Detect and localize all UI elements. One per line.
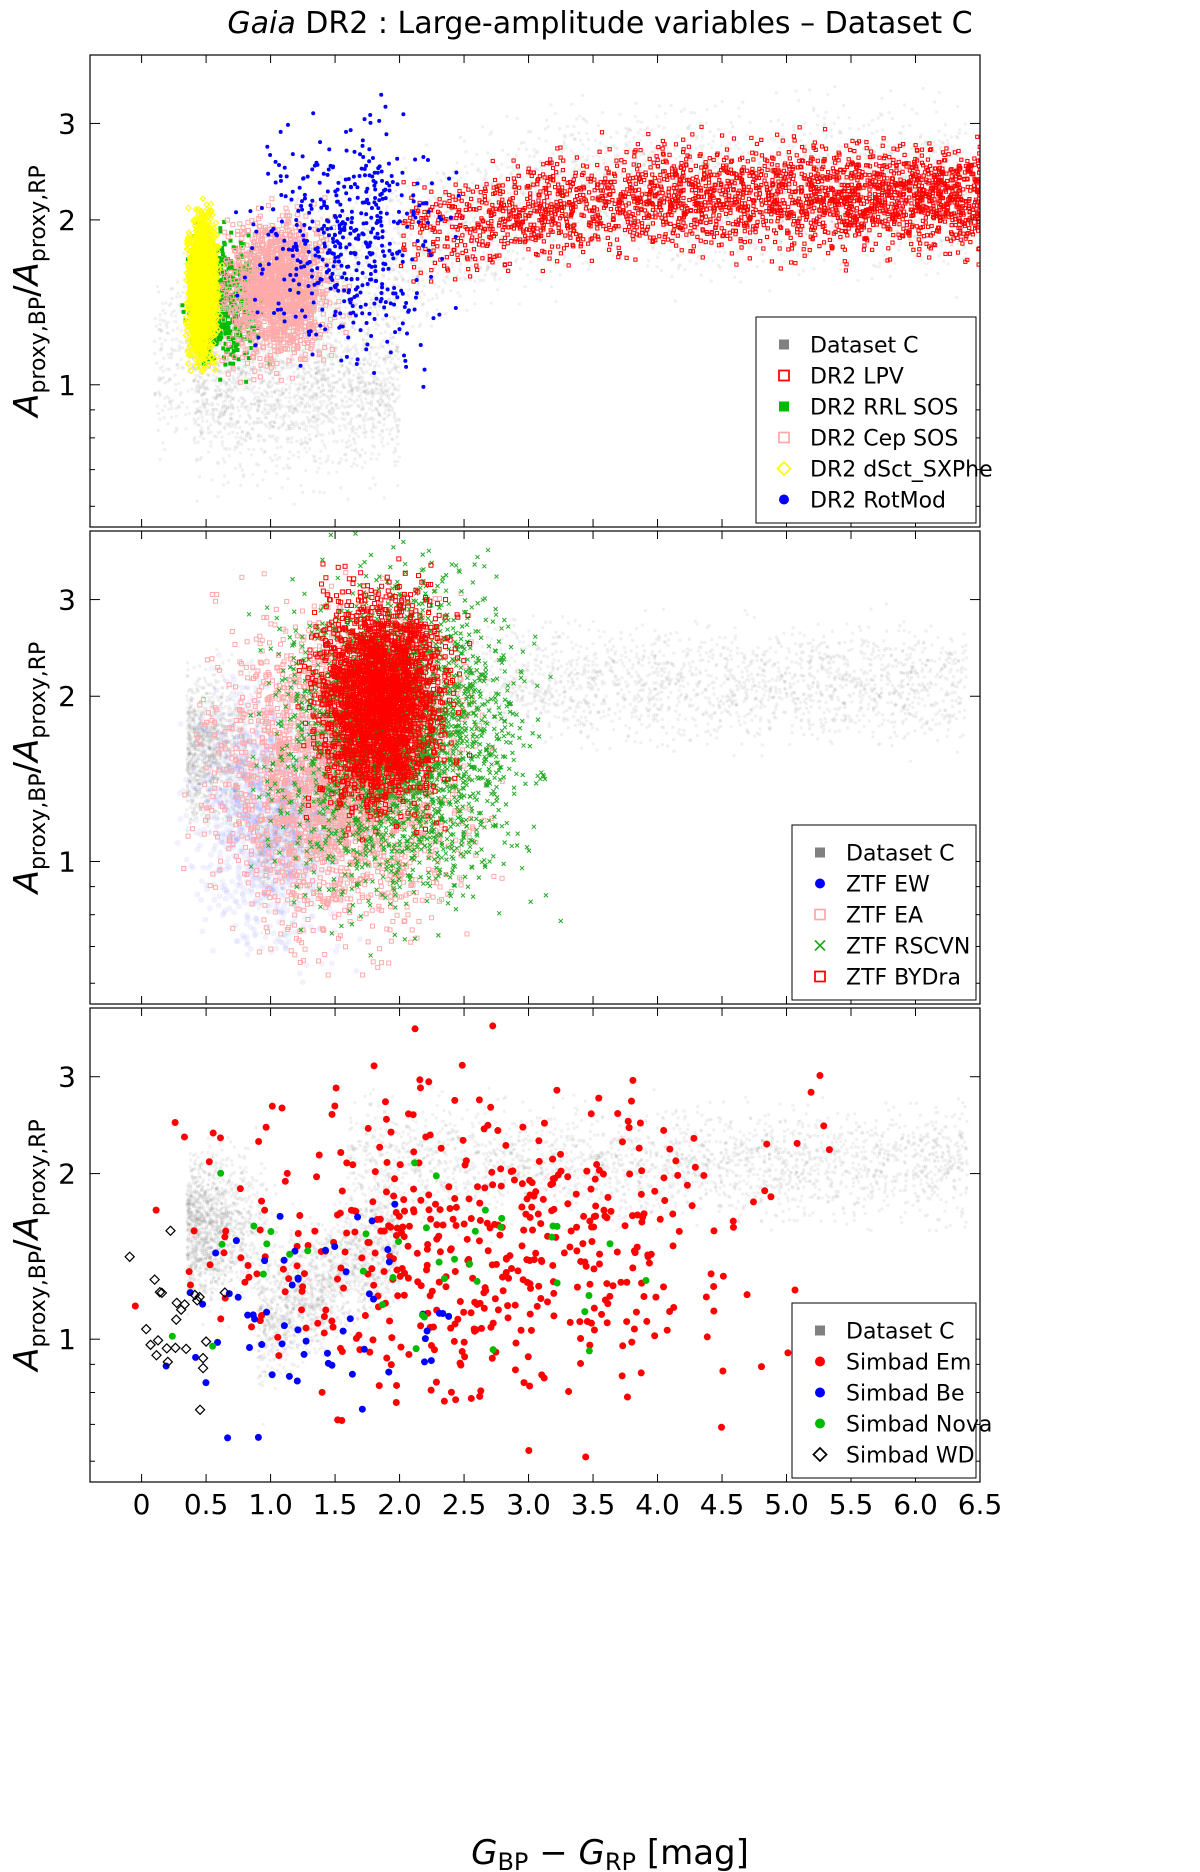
legend-label: DR2 RotMod bbox=[810, 489, 946, 514]
legend-label: Dataset C bbox=[846, 1320, 955, 1345]
series-dataset-c bbox=[185, 1086, 969, 1426]
x-tick-label: 3.0 bbox=[506, 1488, 551, 1521]
legend-marker-ztf-ea bbox=[814, 908, 826, 921]
x-tick-label: 5.5 bbox=[829, 1488, 874, 1521]
y-axis-label: Aproxy,BP/Aproxy,RP bbox=[7, 1119, 51, 1373]
panel-dr2-frame bbox=[89, 54, 981, 528]
x-tick-label: 6.0 bbox=[893, 1488, 938, 1521]
y-tick-label: 1 bbox=[58, 1323, 76, 1356]
x-tick-label: 4.0 bbox=[635, 1488, 680, 1521]
legend-marker-ztf-bydra bbox=[814, 970, 826, 983]
panel-dr2-points bbox=[153, 85, 980, 506]
x-tick-label: 3.5 bbox=[571, 1488, 616, 1521]
legend-marker-dr2-lpv bbox=[778, 369, 790, 382]
legend-label: ZTF EW bbox=[846, 873, 930, 898]
x-label-sub-rp: RP bbox=[605, 1848, 636, 1872]
legend-marker-dr2-dsct-sxphe bbox=[776, 460, 792, 477]
y-axis-label: Aproxy,BP/Aproxy,RP bbox=[7, 642, 51, 896]
panel-simbad-points bbox=[124, 1022, 969, 1461]
y-tick-label: 1 bbox=[58, 845, 76, 878]
x-tick-label: 0 bbox=[133, 1488, 151, 1521]
x-label-unit: [mag] bbox=[636, 1833, 749, 1872]
legend-label: DR2 LPV bbox=[810, 365, 904, 390]
y-tick-label: 3 bbox=[58, 107, 76, 140]
legend-dr2: Dataset C DR2 LPV DR2 RRL SOS DR2 Cep SOS DR… bbox=[755, 316, 993, 524]
x-tick-label: 6.5 bbox=[958, 1488, 1003, 1521]
legend-marker-dr2-rotmod bbox=[779, 494, 789, 505]
panel-ztf-frame bbox=[89, 530, 981, 1005]
legend-label: Dataset C bbox=[846, 842, 955, 867]
legend-label: DR2 dSct_SXPhe bbox=[810, 458, 993, 483]
legend-label: Dataset C bbox=[810, 334, 919, 359]
x-axis-label: GBP − GRP [mag] bbox=[471, 1833, 749, 1872]
legend-marker-ztf-rscvn bbox=[814, 939, 826, 952]
x-label-minus: − bbox=[528, 1833, 578, 1872]
x-tick-label: 2.5 bbox=[442, 1488, 487, 1521]
legend-marker-ztf-ew bbox=[815, 878, 825, 889]
chart-title-italic: Gaia bbox=[227, 6, 295, 41]
legend-label: DR2 Cep SOS bbox=[810, 427, 958, 452]
legend-label: ZTF EA bbox=[846, 904, 923, 929]
legend-label: ZTF BYDra bbox=[846, 966, 961, 991]
series-simbad-em bbox=[131, 1022, 833, 1461]
series-dr2-lpv bbox=[398, 124, 980, 284]
legend-label: Simbad WD bbox=[846, 1444, 975, 1469]
x-tick-label: 1.0 bbox=[248, 1488, 293, 1521]
panel-ztf-points bbox=[174, 531, 969, 986]
x-tick-label: 1.5 bbox=[313, 1488, 358, 1521]
series-dr2-rotmod bbox=[234, 92, 461, 389]
series-simbad-be bbox=[162, 1200, 453, 1442]
y-tick-label: 2 bbox=[58, 680, 76, 713]
legend-label: Simbad Be bbox=[846, 1382, 965, 1407]
y-tick-label: 2 bbox=[58, 1158, 76, 1191]
chart-title: Gaia DR2 : Large-amplitude variables – D… bbox=[227, 6, 972, 41]
legend-marker-simbad-wd bbox=[812, 1446, 828, 1463]
panel-dr2-y-ticks: 1 2 3 bbox=[58, 107, 980, 507]
x-label-sub-bp: BP bbox=[497, 1848, 528, 1872]
y-tick-label: 1 bbox=[58, 369, 76, 402]
x-tick-label: 4.5 bbox=[700, 1488, 745, 1521]
y-tick-label: 2 bbox=[58, 204, 76, 237]
x-tick-label: 2.0 bbox=[377, 1488, 422, 1521]
x-tick-label: 0.5 bbox=[184, 1488, 229, 1521]
legend-label: ZTF RSCVN bbox=[846, 935, 970, 960]
legend-box bbox=[755, 316, 977, 524]
legend-label: Simbad Nova bbox=[846, 1413, 992, 1438]
x-tick-label: 5.0 bbox=[764, 1488, 809, 1521]
legend-label: DR2 RRL SOS bbox=[810, 396, 958, 421]
legend-marker-dataset-c bbox=[815, 1325, 825, 1336]
series-dr2-dsct-sxphe bbox=[182, 195, 226, 376]
series-dr2-cep-sos bbox=[200, 195, 353, 385]
y-axis-label: Aproxy,BP/Aproxy,RP bbox=[7, 165, 51, 419]
panel-simbad-y-ticks: 1 2 3 bbox=[58, 1061, 980, 1462]
legend-marker-dr2-rrl-sos bbox=[779, 401, 789, 412]
legend-ztf: Dataset C ZTF EW ZTF EA ZTF RSCVN ZTF BYDra bbox=[791, 824, 977, 1001]
x-label-g2: G bbox=[579, 1833, 605, 1872]
x-label-g1: G bbox=[471, 1833, 497, 1872]
legend-marker-simbad-em bbox=[815, 1356, 825, 1367]
panel-simbad-frame bbox=[89, 1007, 981, 1483]
legend-marker-dataset-c bbox=[779, 339, 789, 350]
series-simbad-nova bbox=[168, 1159, 650, 1355]
legend-marker-dr2-cep-sos bbox=[778, 431, 790, 444]
y-tick-label: 3 bbox=[58, 1061, 76, 1094]
legend-marker-simbad-nova bbox=[815, 1418, 825, 1429]
legend-marker-dataset-c bbox=[815, 847, 825, 858]
series-simbad-wd bbox=[124, 1225, 231, 1416]
y-tick-label: 3 bbox=[58, 584, 76, 617]
legend-label: Simbad Em bbox=[846, 1351, 971, 1376]
legend-simbad: Dataset C Simbad Em Simbad Be Simbad Nova Si… bbox=[791, 1302, 992, 1479]
legend-marker-simbad-be bbox=[815, 1387, 825, 1398]
chart-title-rest: DR2 : Large-amplitude variables – Datase… bbox=[296, 6, 973, 41]
series-ztf-bydra bbox=[295, 556, 473, 843]
x-axis: 0 0.5 1.0 1.5 2.0 2.5 3.0 3.5 4.0 4.5 5.0 5.5 6.0 6.5 bbox=[133, 1488, 1003, 1521]
